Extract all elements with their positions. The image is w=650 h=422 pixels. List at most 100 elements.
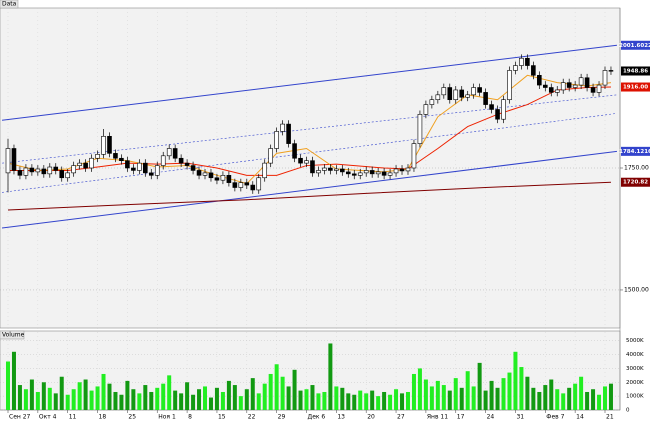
candle-body bbox=[148, 172, 154, 176]
candle-body bbox=[190, 165, 196, 171]
volume-bar bbox=[334, 386, 339, 410]
volume-bar bbox=[179, 393, 184, 410]
candle-body bbox=[268, 148, 273, 164]
x-tick-label: 25 bbox=[128, 414, 136, 421]
volume-bar bbox=[513, 351, 518, 410]
x-tick-label: 17 bbox=[457, 414, 465, 421]
candle-body bbox=[274, 131, 279, 149]
volume-bar bbox=[531, 387, 536, 410]
volume-bar bbox=[567, 387, 572, 410]
candle-body bbox=[560, 82, 566, 91]
candle-body bbox=[208, 172, 214, 179]
volume-bar bbox=[83, 379, 88, 410]
volume-bar bbox=[155, 387, 160, 410]
volume-bar bbox=[65, 394, 70, 410]
axis-labels: 1500.00 1750.00 0 1000K 2000K 3000K 4000K 5000K… bbox=[7, 40, 650, 421]
volume-bar bbox=[519, 367, 524, 410]
price-label: 1948.86 bbox=[623, 68, 648, 74]
volume-bar bbox=[346, 393, 351, 410]
candle-body bbox=[435, 94, 441, 101]
candle-body bbox=[387, 172, 393, 176]
candle-body bbox=[459, 89, 465, 98]
candle-body bbox=[47, 166, 53, 175]
candle-body bbox=[125, 160, 130, 169]
volume-tick-label: 4000K bbox=[626, 352, 644, 358]
volume-bar bbox=[370, 390, 375, 410]
volume-bar bbox=[525, 376, 530, 410]
volume-bar bbox=[549, 379, 554, 410]
volume-tick-label: 0 bbox=[626, 408, 630, 414]
volume-tick-label: 2000K bbox=[626, 380, 644, 386]
candle-body bbox=[554, 89, 560, 93]
volume-bar bbox=[388, 394, 393, 410]
volume-bar bbox=[429, 386, 434, 410]
volume-bar bbox=[238, 396, 243, 410]
candle-body bbox=[298, 157, 303, 164]
candle-body bbox=[513, 65, 518, 71]
price-label-box bbox=[621, 40, 650, 50]
y-tick-label: 1750.00 bbox=[624, 165, 649, 172]
candle-body bbox=[572, 84, 578, 88]
candle-body bbox=[95, 154, 100, 159]
candle-body bbox=[369, 170, 375, 175]
candle-body bbox=[71, 165, 76, 174]
volume-bar bbox=[232, 385, 237, 410]
candle-body bbox=[351, 173, 357, 176]
volume-bar bbox=[89, 390, 94, 410]
candle-body bbox=[160, 155, 166, 166]
volume-bar bbox=[203, 386, 208, 410]
volume-bar bbox=[423, 379, 428, 410]
price-label: 1784.1216 bbox=[619, 149, 650, 155]
x-tick-label: 15 bbox=[218, 414, 226, 421]
volume-bar bbox=[137, 393, 142, 410]
candle-body bbox=[23, 167, 29, 176]
volume-bar bbox=[316, 393, 321, 410]
volume-bar bbox=[292, 369, 297, 410]
candle-body bbox=[137, 162, 142, 171]
candle-body bbox=[334, 168, 339, 171]
candle-body bbox=[429, 99, 435, 105]
candle-body bbox=[310, 160, 315, 174]
candle-body bbox=[596, 84, 602, 93]
price-label-box bbox=[621, 146, 650, 156]
candle-body bbox=[328, 167, 333, 171]
candle-body bbox=[107, 135, 112, 154]
candle-body bbox=[578, 77, 584, 86]
volume-bar bbox=[59, 376, 64, 410]
candle-body bbox=[411, 143, 417, 169]
volume-bar bbox=[161, 383, 166, 410]
candle-body bbox=[166, 148, 172, 157]
candle-body bbox=[178, 157, 184, 164]
candle-body bbox=[286, 123, 291, 144]
x-tick-label: Сен 27 bbox=[9, 414, 31, 421]
volume-bar bbox=[113, 391, 118, 410]
candle-body bbox=[131, 167, 136, 171]
candle-body bbox=[226, 175, 232, 183]
candle-body bbox=[537, 75, 542, 86]
x-tick-label: 22 bbox=[248, 414, 256, 421]
overlay-line bbox=[7, 74, 612, 185]
overlay-line bbox=[7, 181, 611, 211]
candle-body bbox=[501, 99, 506, 120]
volume-bar bbox=[543, 385, 548, 410]
volume-bar bbox=[477, 362, 482, 410]
volume-bar bbox=[364, 393, 369, 410]
candle-body bbox=[381, 171, 387, 176]
price-label: 2001.6022 bbox=[619, 43, 650, 49]
volume-bar bbox=[465, 371, 470, 410]
volume-bar bbox=[280, 376, 285, 410]
volume-bar bbox=[35, 391, 40, 410]
volume-bar bbox=[304, 389, 309, 410]
candle-body bbox=[119, 157, 124, 161]
volume-bar bbox=[41, 382, 46, 410]
x-tick-label: 13 bbox=[337, 414, 345, 421]
candle-body bbox=[101, 135, 106, 155]
candle-body bbox=[322, 167, 327, 171]
candle-body bbox=[519, 57, 524, 66]
candle-body bbox=[113, 153, 118, 159]
volume-bar bbox=[173, 390, 178, 410]
candle-body bbox=[17, 170, 23, 176]
candle-body bbox=[184, 162, 190, 166]
volume-bar bbox=[47, 387, 52, 410]
volume-bar bbox=[17, 385, 22, 410]
